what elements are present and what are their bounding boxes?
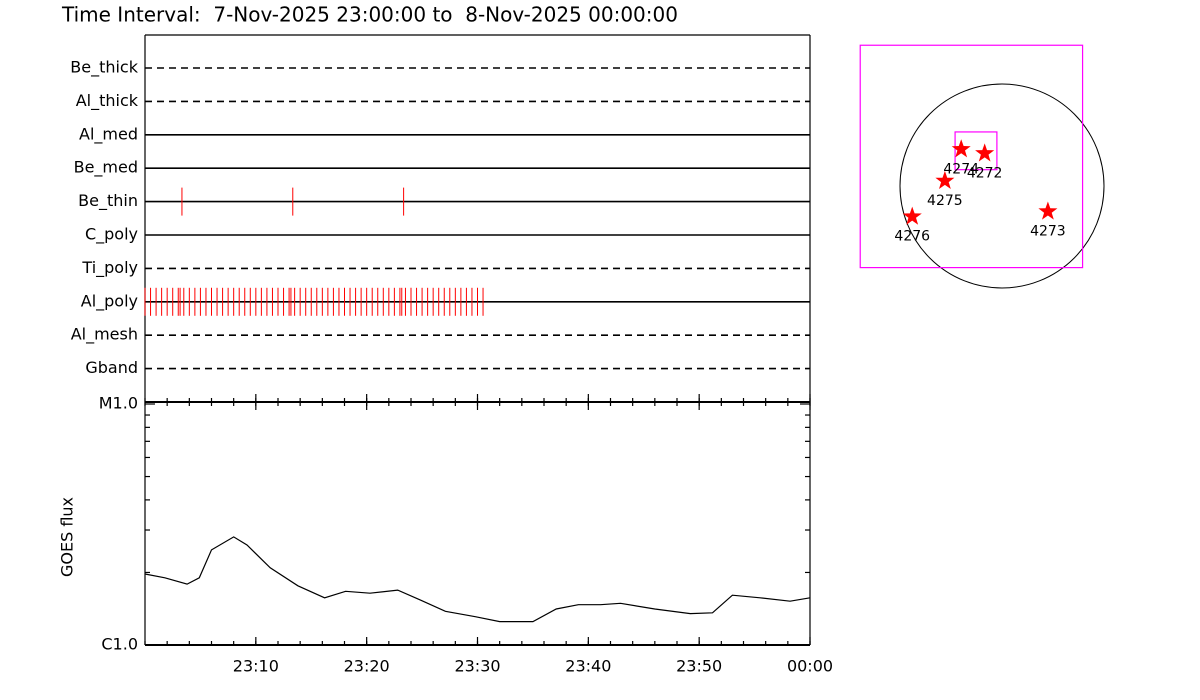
region-star: [1038, 201, 1058, 220]
row-label: Be_thin: [78, 191, 138, 211]
x-tick-label: 23:10: [233, 657, 279, 676]
flux-line: [144, 536, 811, 623]
x-tick-label: 23:30: [454, 657, 500, 676]
region-star: [975, 143, 995, 162]
x-tick-label: 00:00: [787, 657, 833, 676]
row-label: Gband: [85, 358, 138, 377]
title: Time Interval: 7-Nov-2025 23:00:00 to 8-…: [61, 3, 678, 27]
region-label: 4272: [967, 165, 1003, 181]
x-tick-label: 23:40: [565, 657, 611, 676]
row-label: Al_mesh: [71, 325, 138, 345]
y-tick-label: M1.0: [99, 394, 138, 413]
region-star: [935, 170, 955, 189]
region-star: [951, 139, 971, 158]
x-tick-label: 23:20: [344, 657, 390, 676]
field-of-view: [954, 131, 998, 171]
x-tick-label: 23:50: [676, 657, 722, 676]
region-label: 4274: [943, 161, 979, 177]
y-tick-label: C1.0: [101, 635, 138, 654]
region-label: 4276: [894, 229, 930, 245]
row-label: Ti_poly: [81, 258, 138, 278]
row-label: Be_thick: [70, 58, 138, 78]
row-label: Al_thick: [76, 91, 139, 111]
region-label: 4273: [1030, 224, 1066, 240]
solar-limb: [899, 83, 1105, 289]
row-label: Al_poly: [81, 291, 138, 311]
row-label: Be_med: [74, 158, 138, 178]
y-axis-label: GOES flux: [58, 497, 77, 577]
field-of-view: [859, 44, 1084, 269]
row-label: Al_med: [79, 124, 138, 144]
row-label: C_poly: [85, 225, 138, 245]
region-star: [902, 206, 922, 225]
region-label: 4275: [927, 193, 963, 209]
